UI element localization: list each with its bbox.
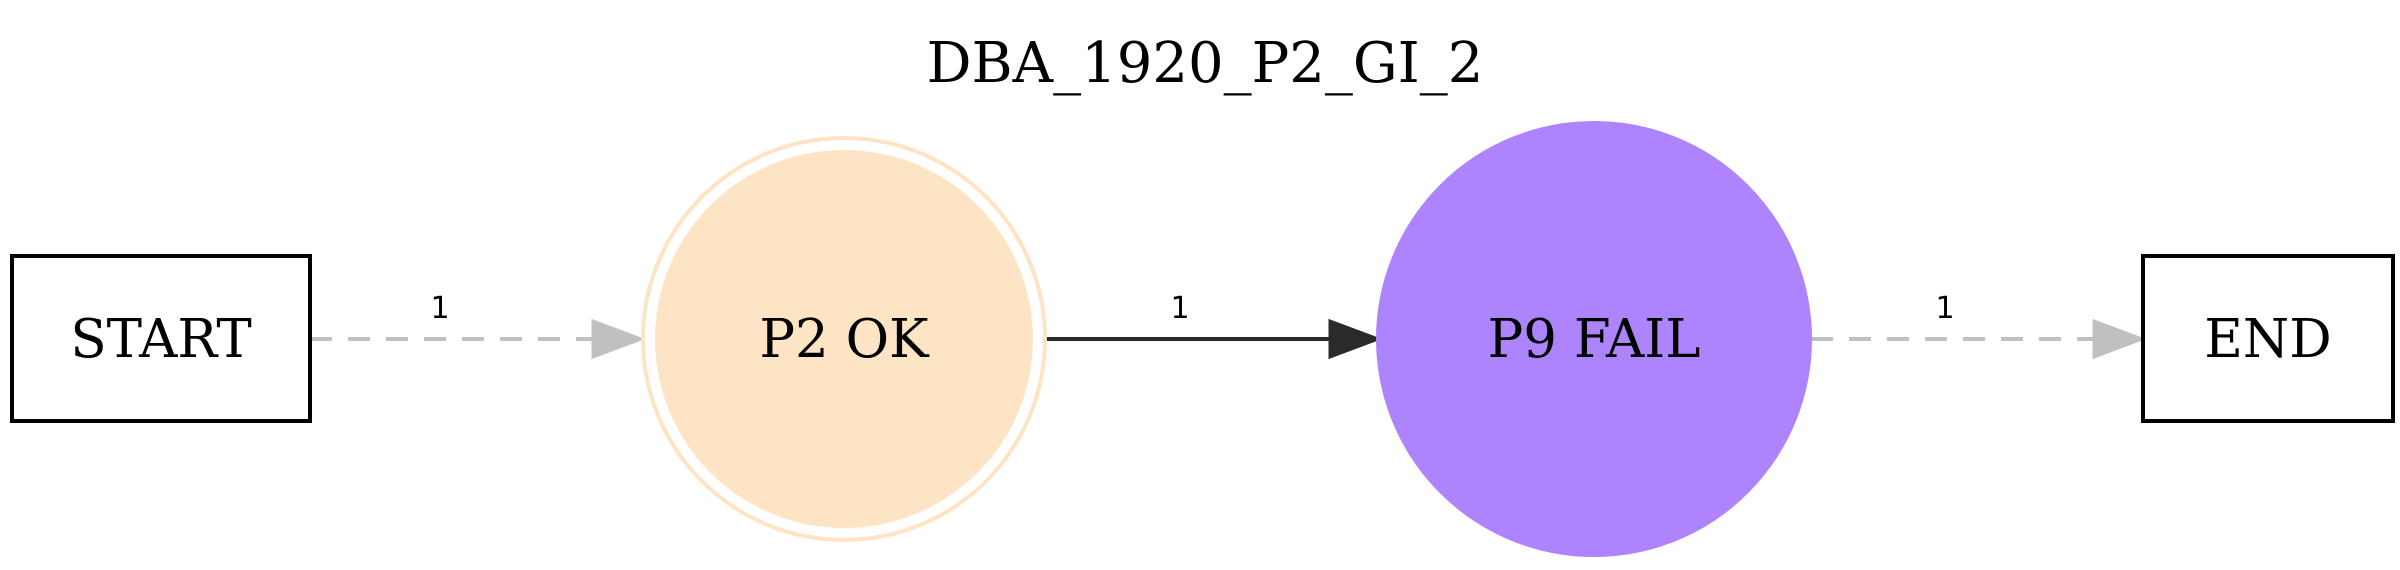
node-p9-fail-label: P9 FAIL <box>1488 309 1701 370</box>
edge-p2-to-p9-arrowhead <box>1328 318 1383 360</box>
node-start-label: START <box>70 309 251 370</box>
edge-start-to-p2-label: 1 <box>430 291 449 326</box>
node-end-label: END <box>2204 309 2332 370</box>
edge-start-to-p2: 1 <box>310 291 646 360</box>
node-p2-ok-outer-ring <box>641 136 1047 542</box>
node-p2-ok-label: P2 OK <box>759 309 930 370</box>
node-p2-ok-inner-circle <box>655 150 1033 528</box>
edge-start-to-p2-arrowhead <box>591 318 646 360</box>
edge-p2-to-p9-label: 1 <box>1170 291 1189 326</box>
node-p2-ok[interactable]: P2 OK <box>641 136 1047 542</box>
node-p9-fail-circle <box>1376 121 1812 557</box>
node-start-box <box>10 254 312 423</box>
node-end-box <box>2141 254 2395 423</box>
node-start[interactable]: START <box>10 254 312 423</box>
diagram-title: DBA_1920_P2_GI_2 <box>927 31 1484 96</box>
edge-p2-to-p9: 1 <box>1046 291 1383 360</box>
node-p9-fail[interactable]: P9 FAIL <box>1376 121 1812 557</box>
edge-p9-to-end-label: 1 <box>1935 291 1954 326</box>
edge-p9-to-end: 1 <box>1811 291 2147 360</box>
edge-p9-to-end-arrowhead <box>2092 318 2147 360</box>
node-end[interactable]: END <box>2141 254 2395 423</box>
